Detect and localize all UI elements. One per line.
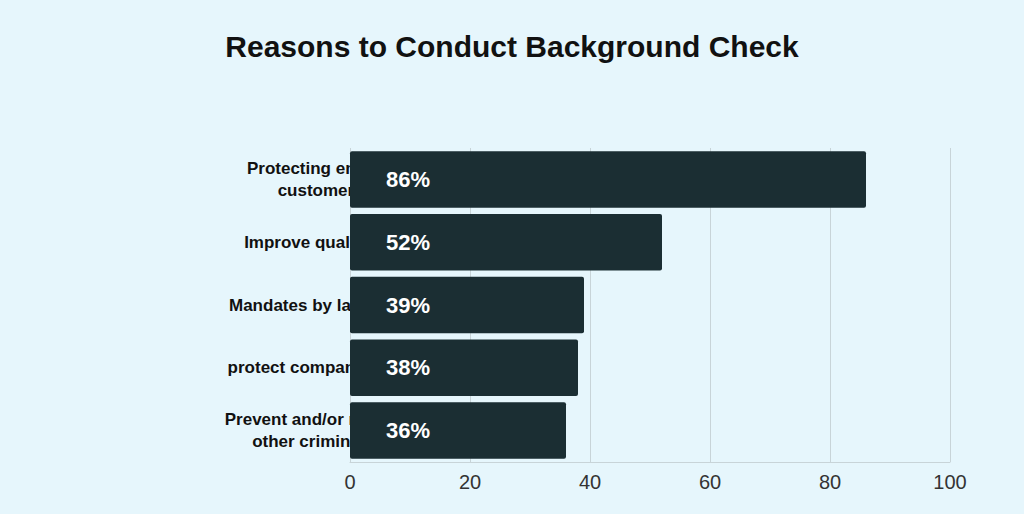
svg-text:Improve quality of hires: Improve quality of hires bbox=[244, 232, 436, 252]
svg-text:38%: 38% bbox=[386, 355, 430, 380]
svg-text:Mandates by law/regulation: Mandates by law/regulation bbox=[229, 295, 451, 315]
svg-text:customers, etc.: customers, etc. bbox=[277, 180, 403, 200]
svg-text:36%: 36% bbox=[386, 418, 430, 443]
svg-text:Prevent and/or reduce theft.: Prevent and/or reduce theft. bbox=[224, 410, 456, 430]
svg-text:0: 0 bbox=[344, 471, 355, 493]
svg-text:60: 60 bbox=[699, 471, 721, 493]
svg-text:40: 40 bbox=[579, 471, 601, 493]
svg-text:Protecting employees,: Protecting employees, bbox=[246, 158, 434, 178]
svg-text:86%: 86% bbox=[386, 167, 430, 192]
svg-text:other criminal activity: other criminal activity bbox=[252, 432, 428, 452]
svg-text:Reasons to Conduct Background: Reasons to Conduct Background Check bbox=[225, 30, 799, 63]
svg-text:39%: 39% bbox=[386, 293, 430, 318]
svg-text:80: 80 bbox=[819, 471, 841, 493]
svg-text:protect company reputation: protect company reputation bbox=[227, 358, 453, 378]
svg-text:52%: 52% bbox=[386, 230, 430, 255]
svg-text:20: 20 bbox=[459, 471, 481, 493]
svg-text:100: 100 bbox=[933, 471, 966, 493]
